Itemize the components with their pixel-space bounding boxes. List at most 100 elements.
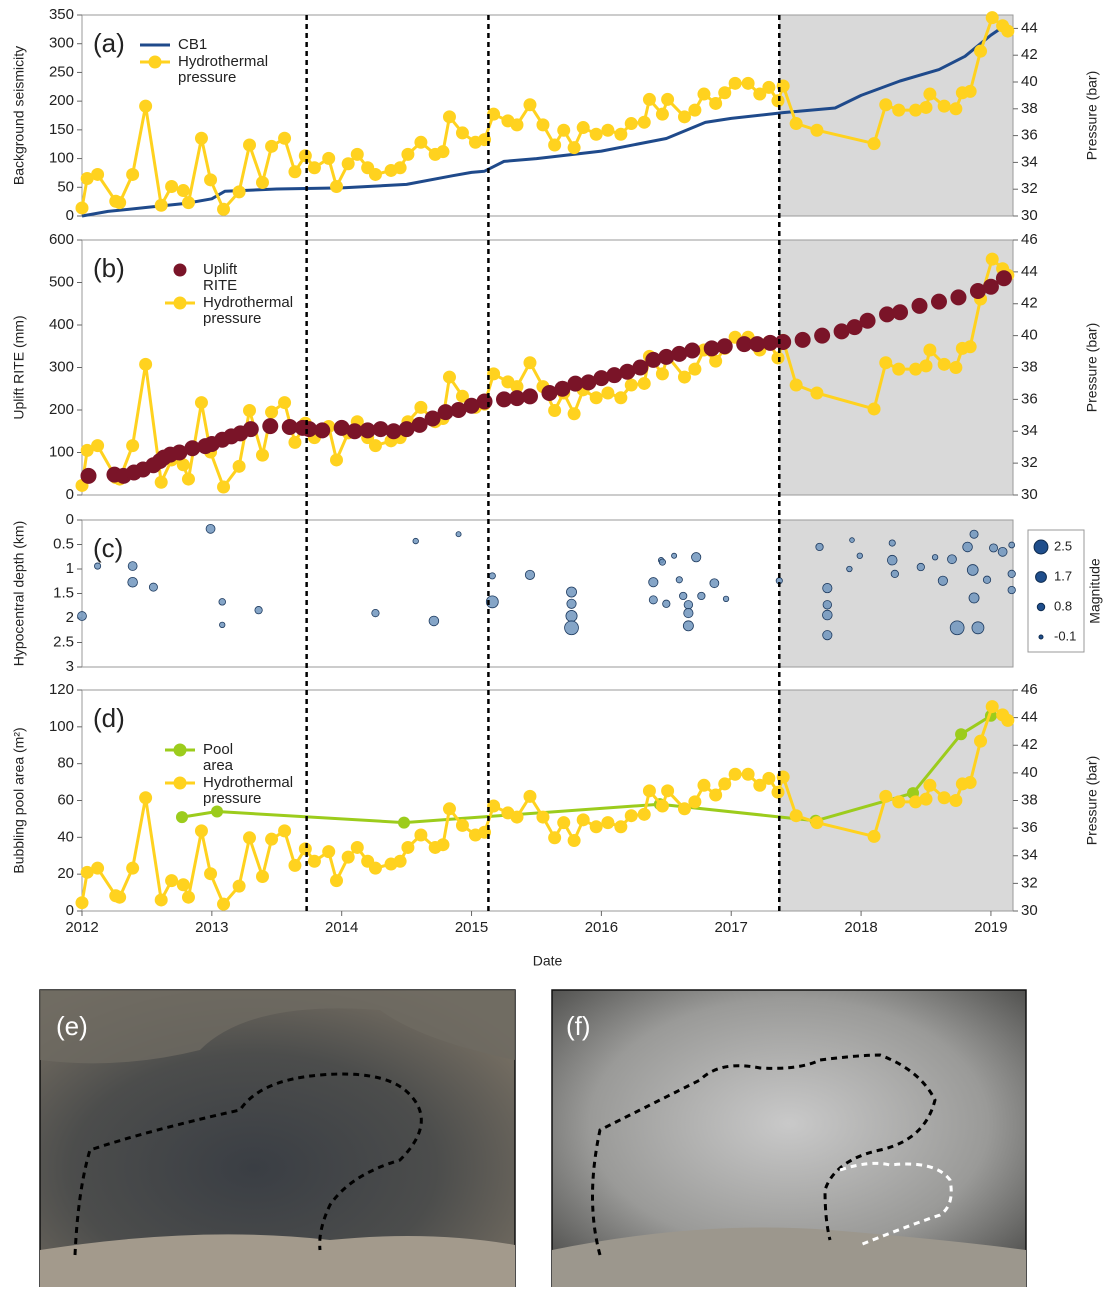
hypocenter — [663, 600, 670, 607]
panel-label: (b) — [93, 253, 125, 283]
y2-tick-label: 38 — [1021, 100, 1038, 117]
series-marker — [762, 81, 775, 94]
series-marker — [1001, 714, 1014, 727]
size-legend-label: 0.8 — [1054, 598, 1072, 613]
hypocenter — [932, 554, 938, 560]
figure: (a)050100150200250300350Background seism… — [0, 0, 1104, 1287]
series-marker — [688, 104, 701, 117]
series-marker — [126, 862, 139, 875]
hypocenter — [676, 577, 682, 583]
y2-tick-label: 36 — [1021, 127, 1038, 144]
hypocenter — [566, 610, 577, 621]
y-tick-label: 350 — [49, 6, 74, 23]
hypocenter — [255, 606, 262, 613]
hypocenter — [891, 570, 898, 577]
hypocenter — [649, 596, 657, 604]
hypocenter — [816, 543, 823, 550]
hypocenter — [489, 573, 495, 579]
series-marker — [165, 874, 178, 887]
series-marker — [920, 793, 933, 806]
series-marker — [638, 808, 651, 821]
series-marker — [742, 77, 755, 90]
hypocenter — [823, 600, 832, 609]
x-tick-label: 2013 — [195, 919, 228, 936]
y2-tick-label: 36 — [1021, 819, 1038, 836]
series-marker — [523, 98, 536, 111]
legend-label: Hydrothermalpressure — [178, 53, 268, 86]
hypocenter — [822, 610, 832, 620]
series-marker — [879, 790, 892, 803]
hypocenter — [1008, 586, 1015, 593]
hypocenter — [456, 532, 461, 537]
y2-tick-label: 46 — [1021, 681, 1038, 698]
series-marker — [790, 809, 803, 822]
series-marker — [256, 449, 269, 462]
y-tick-label: 100 — [49, 718, 74, 735]
hypocenter — [850, 538, 855, 543]
series-marker — [139, 100, 152, 113]
legend-label: CB1 — [178, 36, 207, 53]
series-marker — [762, 772, 775, 785]
y-tick-label: 2.5 — [53, 633, 74, 650]
series-marker — [243, 404, 256, 417]
series-marker — [718, 777, 731, 790]
series-marker — [678, 371, 691, 384]
series-marker — [155, 199, 168, 212]
series-marker — [557, 124, 570, 137]
series-marker — [398, 817, 410, 829]
series-marker — [601, 387, 614, 400]
series-marker — [217, 898, 230, 911]
y2-tick-label: 34 — [1021, 422, 1038, 439]
series-marker — [330, 180, 343, 193]
series-marker — [288, 859, 301, 872]
hypocenter — [889, 540, 895, 546]
y2-tick-label: 42 — [1021, 736, 1038, 753]
hypocenter — [219, 622, 225, 628]
series-marker — [436, 838, 449, 851]
x-axis-label: Date — [533, 953, 563, 969]
rock-area — [40, 1234, 515, 1287]
series-marker — [308, 161, 321, 174]
series-marker — [113, 891, 126, 904]
series-marker — [771, 94, 784, 107]
hypocenter — [823, 583, 832, 592]
y-tick-label: 40 — [57, 828, 74, 845]
series-marker — [217, 203, 230, 216]
legend-swatch — [174, 264, 187, 277]
hypocenter — [950, 621, 964, 635]
size-legend-marker — [1034, 540, 1048, 554]
y2-tick-label: 44 — [1021, 709, 1038, 726]
series-marker — [938, 358, 951, 371]
series-marker — [923, 343, 936, 356]
series-marker — [330, 874, 343, 887]
series-marker — [684, 343, 700, 359]
hypocenter — [219, 599, 226, 606]
series-marker — [568, 141, 581, 154]
series-marker — [879, 98, 892, 111]
series-marker — [278, 824, 291, 837]
series-marker — [860, 313, 876, 329]
series-marker — [986, 253, 999, 266]
y-tick-label: 2 — [66, 609, 74, 626]
y-tick-label: 3 — [66, 658, 74, 675]
hypocenter — [525, 570, 534, 579]
series-marker — [522, 388, 538, 404]
y2-tick-label: 32 — [1021, 454, 1038, 471]
series-marker — [351, 841, 364, 854]
series-marker — [76, 896, 89, 909]
series-marker — [165, 180, 178, 193]
series-marker — [868, 137, 881, 150]
series-marker — [1001, 25, 1014, 38]
series-marker — [443, 802, 456, 815]
series-marker — [892, 304, 908, 320]
series-marker — [523, 356, 536, 369]
y-tick-label: 0.5 — [53, 535, 74, 552]
hypocenter — [128, 577, 138, 587]
series-marker — [614, 391, 627, 404]
y2-tick-label: 30 — [1021, 902, 1038, 919]
legend-label: Poolarea — [203, 741, 234, 774]
series-marker — [177, 878, 190, 891]
series-marker — [718, 86, 731, 99]
hypocenter — [566, 587, 576, 597]
photo-label: (f) — [566, 1011, 591, 1041]
